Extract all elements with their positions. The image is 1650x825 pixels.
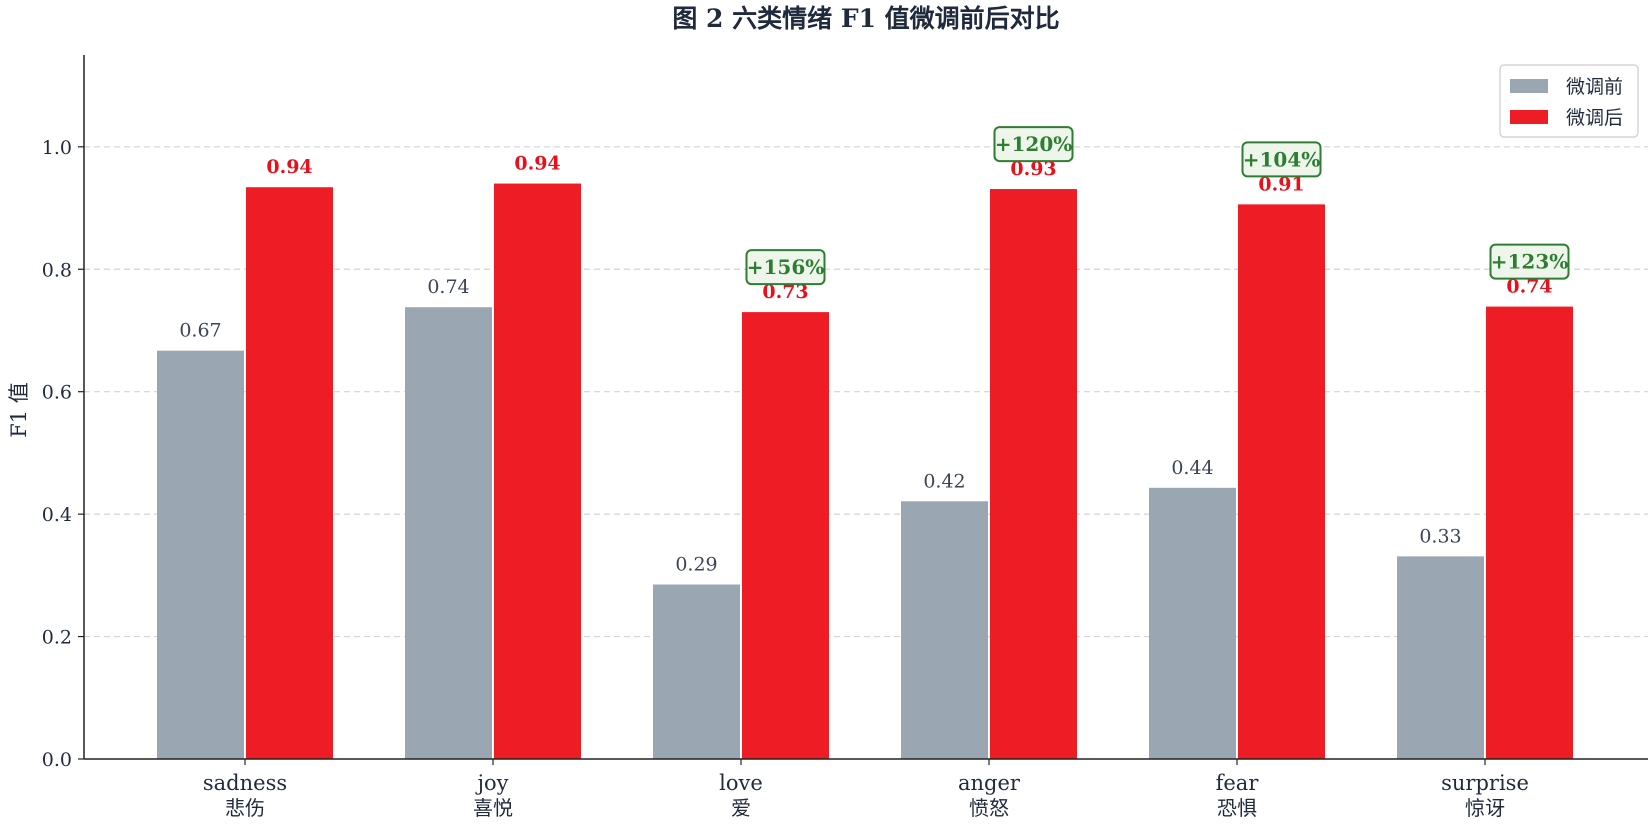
bar-before: [1397, 556, 1484, 759]
bar-before: [1149, 487, 1236, 759]
bar-after: [990, 189, 1077, 759]
bar-before: [901, 501, 988, 759]
value-label-after: 0.91: [1258, 173, 1304, 195]
bar-after: [246, 187, 333, 760]
improvement-badge: [993, 126, 1074, 163]
bar-after: [1238, 204, 1325, 760]
x-tick-label-zh: 惊讶: [1465, 796, 1505, 820]
chart-title: 图 2 六类情绪 F1 值微调前后对比: [672, 4, 1059, 33]
improvement-badge: [1489, 243, 1570, 280]
improvement-badge: [745, 249, 826, 286]
value-label-before: 0.29: [675, 554, 717, 576]
value-label-after: 0.73: [762, 281, 808, 303]
x-tick-label-en: anger: [958, 771, 1021, 795]
improvement-label: +123%: [1491, 250, 1569, 274]
x-tick-label-zh: 恐惧: [1217, 796, 1257, 820]
y-tick-label: 1.0: [42, 137, 72, 159]
x-tick-label-en: fear: [1216, 771, 1260, 795]
y-tick-label: 0.8: [42, 259, 72, 281]
value-label-before: 0.42: [923, 470, 965, 492]
y-tick-label: 0.2: [42, 627, 72, 649]
improvement-label: +156%: [747, 255, 825, 279]
x-tick-label-en: sadness: [203, 771, 287, 795]
improvement-label: +120%: [995, 132, 1073, 156]
bar-after: [742, 312, 829, 759]
y-axis-label: F1 值: [7, 382, 31, 438]
legend-swatch: [1510, 79, 1548, 93]
value-label-after: 0.94: [514, 153, 560, 175]
value-label-before: 0.44: [1171, 457, 1213, 479]
value-label-before: 0.74: [427, 276, 469, 298]
bar-after: [494, 183, 581, 759]
legend-label: 微调后: [1566, 107, 1623, 129]
x-tick-label-zh: 爱: [731, 796, 751, 820]
value-label-before: 0.67: [179, 320, 221, 342]
improvement-label: +104%: [1243, 147, 1321, 171]
bar-before: [653, 584, 740, 759]
value-label-after: 0.74: [1506, 276, 1552, 298]
value-label-after: 0.93: [1010, 158, 1056, 180]
x-tick-label-en: love: [719, 771, 763, 795]
value-label-after: 0.94: [266, 156, 312, 178]
x-tick-label-zh: 悲伤: [225, 796, 265, 820]
x-tick-label-zh: 喜悦: [473, 796, 513, 820]
grid-layer: [84, 146, 1648, 638]
bar-layer: [157, 183, 1573, 760]
label-layer: 0.670.940.740.940.290.73+156%0.420.93+12…: [179, 126, 1570, 576]
improvement-badge: [1241, 141, 1322, 178]
value-label-before: 0.33: [1419, 525, 1461, 547]
y-tick-label: 0.0: [42, 749, 72, 771]
bar-after: [1486, 306, 1573, 759]
x-tick-label-en: joy: [474, 771, 508, 795]
x-tick-label-zh: 愤怒: [969, 796, 1009, 820]
bar-before: [157, 350, 244, 759]
bar-before: [405, 307, 492, 759]
x-tick-label-en: surprise: [1441, 771, 1529, 795]
y-tick-label: 0.6: [42, 382, 72, 404]
y-tick-label: 0.4: [42, 504, 72, 526]
legend-label: 微调前: [1566, 76, 1623, 98]
legend-swatch: [1510, 110, 1548, 124]
